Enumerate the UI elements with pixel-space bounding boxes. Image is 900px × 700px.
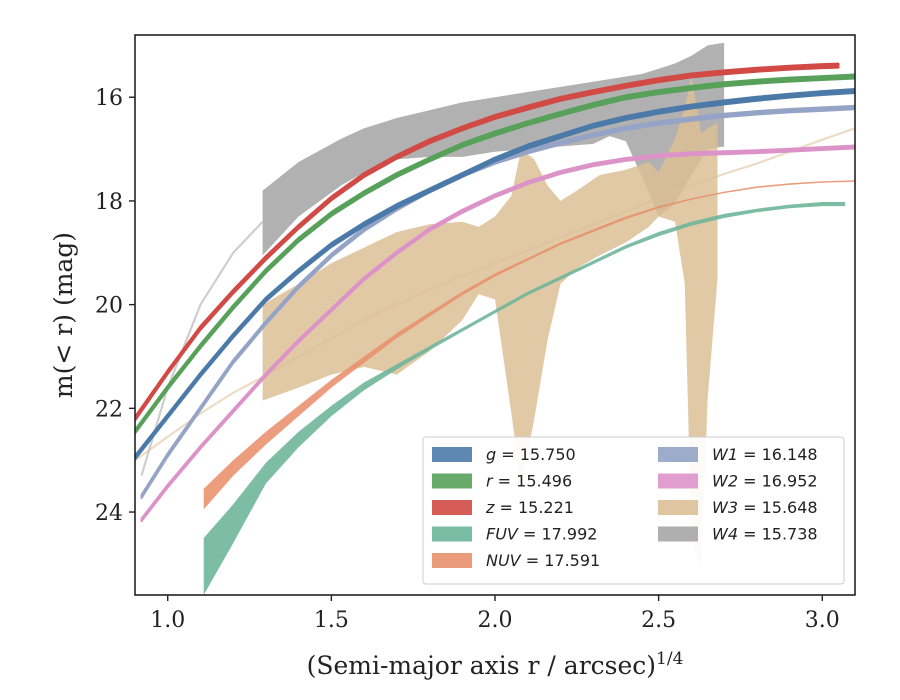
y-axis-label: m(< r) (mag): [49, 232, 78, 398]
legend-swatch: [432, 553, 472, 568]
legend-swatch: [658, 473, 698, 489]
legend-item-z: z = 15.221: [432, 498, 574, 517]
y-axis: 16 18 20 22 24: [95, 86, 135, 526]
series-g-band: [135, 88, 855, 461]
legend-swatch: [432, 447, 472, 462]
x-axis-label-text: (Semi-major axis r / arcsec): [307, 651, 656, 680]
legend-swatch: [658, 447, 698, 462]
legend-swatch: [432, 500, 472, 515]
legend-item-w2: W2 = 16.952: [658, 472, 818, 491]
legend-label: W2 = 16.952: [712, 472, 818, 491]
series-z-band: [135, 62, 840, 422]
x-axis-label-exponent: 1/4: [656, 649, 683, 669]
legend-swatch: [658, 500, 698, 515]
legend-item-w3: W3 = 15.648: [658, 498, 818, 517]
legend-swatch: [432, 526, 472, 542]
x-axis: 1.0 1.5 2.0 2.5 3.0: [150, 595, 840, 633]
legend-item-r: r = 15.496: [432, 472, 572, 491]
legend: g = 15.750 r = 15.496 z = 15.221 FUV = 17.9…: [422, 436, 845, 585]
legend-item-nuv: NUV = 17.591: [432, 551, 600, 570]
legend-label: z = 15.221: [485, 498, 574, 517]
legend-label: NUV = 17.591: [486, 551, 600, 570]
legend-label: FUV = 17.992: [486, 525, 597, 544]
x-tick-label: 2.0: [478, 608, 513, 633]
x-tick-label: 2.5: [641, 608, 676, 633]
legend-swatch: [432, 473, 472, 489]
legend-label: r = 15.496: [486, 472, 572, 491]
y-tick-label: 22: [95, 397, 123, 422]
series-w4-band: [262, 42, 725, 256]
legend-item-g: g = 15.750: [432, 445, 576, 464]
y-tick-label: 24: [95, 501, 123, 526]
series-w4-extension: [140, 220, 264, 477]
x-tick-label: 3.0: [805, 608, 840, 633]
y-tick-label: 16: [95, 86, 123, 111]
y-tick-label: 18: [95, 190, 123, 215]
legend-label: W1 = 16.148: [712, 445, 818, 464]
series-r-band: [135, 73, 855, 435]
legend-label: W4 = 15.738: [712, 525, 818, 544]
series-w2-band: [140, 144, 855, 523]
svg-text:(Semi-major axis r / arcsec)1/: (Semi-major axis r / arcsec)1/4: [307, 649, 684, 680]
plot-area: [135, 42, 855, 595]
legend-frame: [422, 436, 845, 585]
x-tick-label: 1.0: [150, 608, 185, 633]
legend-label: g = 15.750: [486, 445, 576, 464]
legend-swatch: [658, 526, 698, 542]
x-tick-label: 1.5: [314, 608, 349, 633]
legend-label: W3 = 15.648: [712, 498, 818, 517]
y-tick-label: 20: [95, 294, 123, 319]
series-w3-band: [262, 76, 718, 570]
legend-item-w4: W4 = 15.738: [658, 525, 818, 544]
legend-item-fuv: FUV = 17.992: [432, 525, 597, 544]
legend-item-w1: W1 = 16.148: [658, 445, 818, 464]
x-axis-label: (Semi-major axis r / arcsec)1/4: [307, 649, 684, 680]
